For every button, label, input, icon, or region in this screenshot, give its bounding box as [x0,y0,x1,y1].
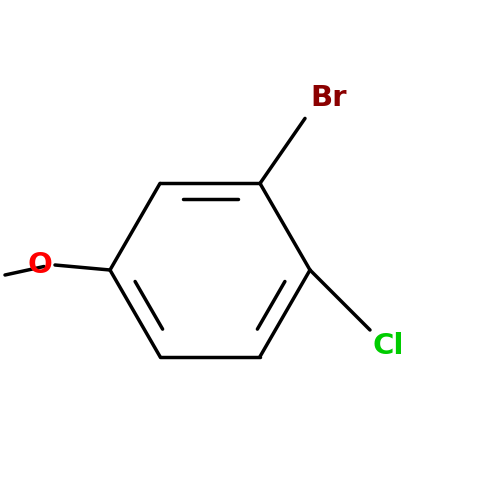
Text: Cl: Cl [372,332,404,360]
Text: Br: Br [310,84,346,112]
Text: O: O [28,251,52,279]
